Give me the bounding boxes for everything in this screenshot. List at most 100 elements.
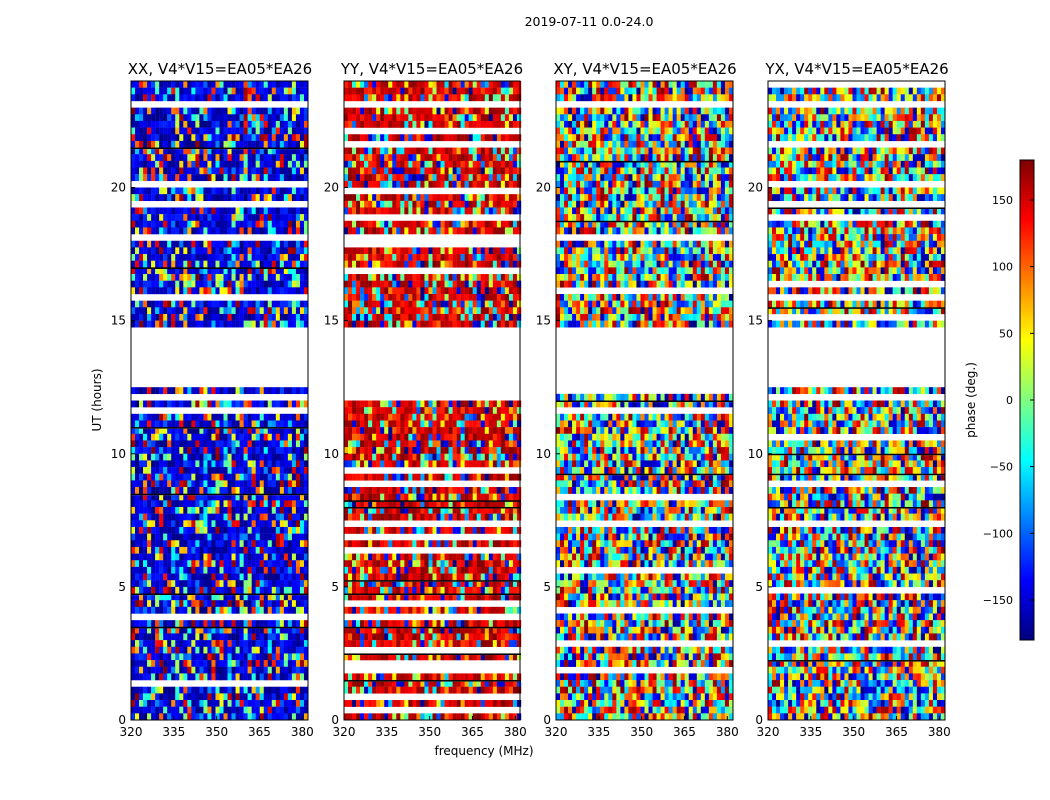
heatmap-cell: [251, 600, 256, 608]
heatmap-cell: [504, 200, 510, 208]
heatmap-cell: [267, 533, 272, 541]
heatmap-cell: [223, 300, 228, 308]
heatmap-cell: [155, 606, 160, 614]
heatmap-cell: [356, 400, 361, 408]
heatmap-cell: [259, 713, 264, 721]
heatmap-cell: [215, 307, 220, 315]
heatmap-cell: [183, 428, 188, 434]
heatmap-cell: [251, 214, 256, 221]
heatmap-cell: [392, 227, 397, 235]
heatmap-cell: [508, 147, 514, 155]
heatmap-cell: [251, 94, 256, 102]
heatmap-cell: [155, 467, 160, 474]
heatmap-cell: [460, 287, 465, 295]
heatmap-cell: [199, 513, 204, 521]
heatmap-cell: [147, 107, 152, 115]
heatmap-cell: [420, 114, 425, 122]
heatmap-cell: [247, 280, 252, 288]
heatmap-cell: [247, 586, 252, 594]
heatmap-cell: [440, 174, 445, 182]
heatmap-cell: [235, 81, 240, 88]
heatmap-cell: [235, 573, 240, 581]
heatmap-cell: [356, 194, 361, 202]
heatmap-cell: [179, 487, 184, 494]
heatmap-cell: [171, 254, 176, 261]
heatmap-cell: [392, 427, 397, 434]
heatmap-cell: [255, 280, 260, 288]
heatmap-cell: [303, 660, 309, 667]
heatmap-cell: [219, 220, 224, 228]
heatmap-cell: [215, 420, 220, 428]
heatmap-cell: [356, 413, 361, 421]
heatmap-cell: [231, 560, 236, 568]
heatmap-cell: [263, 713, 268, 721]
heatmap-cell: [291, 580, 297, 588]
heatmap-cell: [396, 147, 401, 155]
heatmap-cell: [211, 300, 216, 308]
heatmap-cell: [227, 460, 232, 468]
heatmap-cell: [151, 428, 156, 434]
heatmap-cell: [356, 94, 361, 102]
heatmap-cell: [428, 147, 433, 155]
heatmap-cell: [283, 268, 289, 275]
heatmap-cell: [155, 428, 160, 434]
heatmap-cell: [179, 700, 184, 707]
heatmap-cell: [279, 666, 285, 674]
heatmap-cell: [139, 595, 144, 601]
heatmap-cell: [396, 154, 401, 162]
heatmap-cell: [271, 220, 277, 228]
heatmap-cell: [151, 540, 156, 548]
heatmap-cell: [227, 433, 232, 441]
heatmap-cell: [295, 87, 301, 95]
heatmap-cell: [187, 240, 192, 248]
heatmap-cell: [267, 513, 272, 521]
heatmap-cell: [259, 187, 264, 195]
heatmap-cell: [484, 300, 490, 308]
heatmap-cell: [159, 149, 164, 155]
heatmap-cell: [251, 107, 256, 115]
heatmap-cell: [187, 628, 192, 634]
heatmap-cell: [171, 154, 176, 162]
x-tick-label: 365: [248, 725, 271, 739]
heatmap-cell: [344, 200, 349, 208]
heatmap-cell: [404, 307, 409, 315]
heatmap-cell: [488, 254, 494, 261]
heatmap-cell: [143, 254, 148, 261]
heatmap-cell: [131, 495, 136, 501]
heatmap-cell: [480, 294, 485, 301]
heatmap-cell: [199, 107, 204, 115]
heatmap-cell: [488, 120, 494, 128]
heatmap-cell: [416, 167, 421, 175]
heatmap-cell: [211, 673, 216, 681]
heatmap-cell: [404, 247, 409, 255]
heatmap-cell: [444, 427, 449, 434]
heatmap-cell: [287, 387, 293, 395]
heatmap-cell: [448, 194, 453, 202]
heatmap-cell: [299, 628, 305, 634]
heatmap-cell: [271, 107, 277, 115]
heatmap-cell: [195, 280, 200, 288]
heatmap-cell: [255, 220, 260, 228]
heatmap-cell: [348, 154, 353, 162]
heatmap-cell: [352, 300, 357, 308]
heatmap-cell: [259, 500, 264, 508]
heatmap-cell: [227, 560, 232, 568]
heatmap-cell: [243, 628, 248, 634]
heatmap-cell: [275, 467, 281, 474]
heatmap-cell: [360, 200, 365, 208]
heatmap-cell: [171, 640, 176, 647]
heatmap-cell: [247, 520, 252, 528]
heatmap-cell: [444, 120, 449, 128]
heatmap-cell: [348, 81, 353, 88]
heatmap-cell: [303, 560, 309, 568]
heatmap-cell: [279, 480, 285, 488]
heatmap-cell: [187, 428, 192, 434]
heatmap-cell: [412, 433, 417, 441]
heatmap-cell: [259, 127, 264, 135]
heatmap-cell: [420, 200, 425, 208]
heatmap-cell: [456, 174, 461, 182]
heatmap-cell: [251, 160, 256, 168]
heatmap-cell: [159, 480, 164, 488]
heatmap-cell: [159, 533, 164, 541]
heatmap-cell: [476, 174, 481, 182]
